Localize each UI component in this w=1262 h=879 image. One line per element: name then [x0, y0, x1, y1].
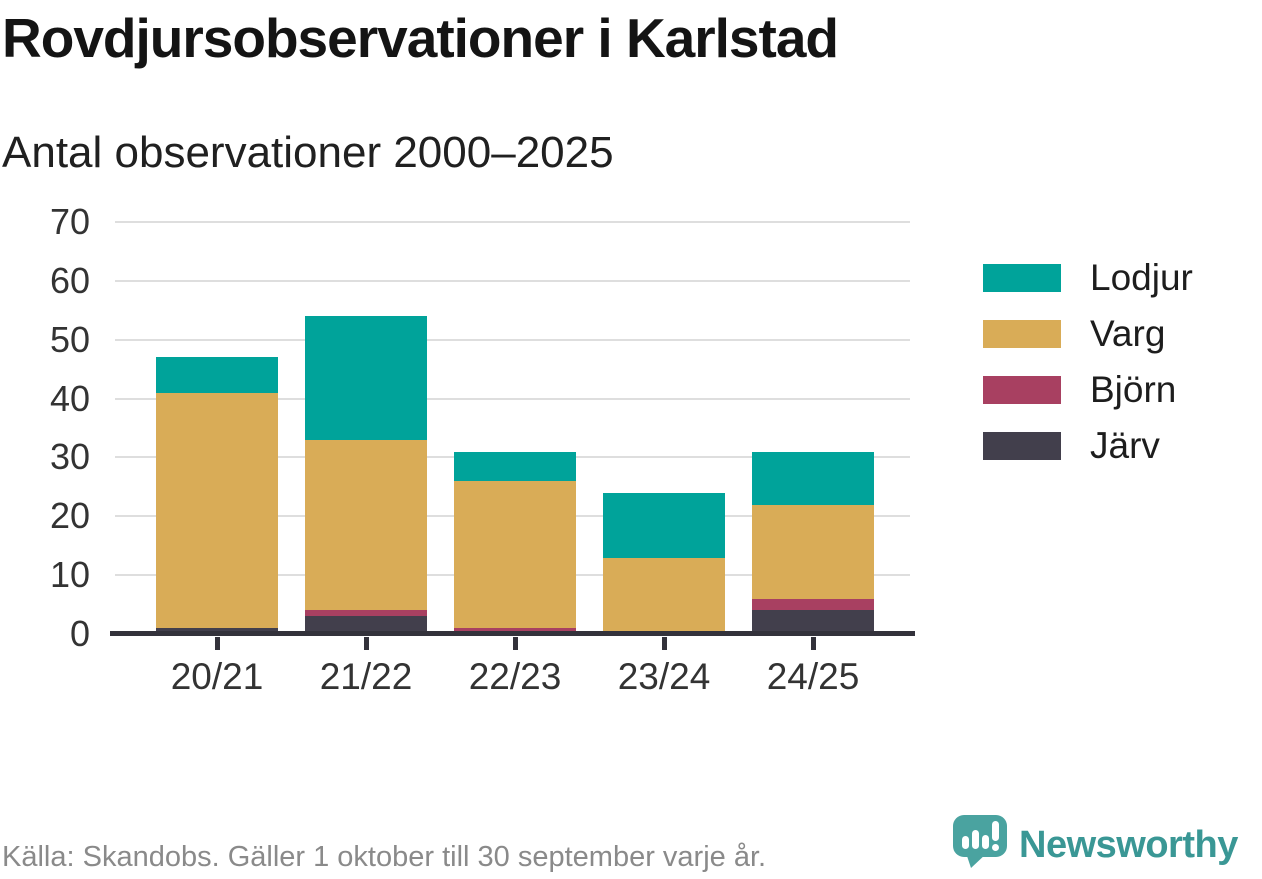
y-axis-label: 30: [49, 436, 90, 478]
brand-name: Newsworthy: [1019, 824, 1238, 866]
bar-segment-lodjur-23-24: [603, 492, 725, 558]
gridline-y50: [115, 338, 910, 341]
chart-legend: Lodjur Varg Björn Järv: [983, 250, 1193, 474]
bar-segment-lodjur-24-25: [752, 451, 874, 505]
bar-segment-varg-22-23: [454, 480, 576, 629]
bar-segment-järv-24-25: [752, 610, 874, 634]
y-axis-label: 70: [49, 201, 90, 242]
y-axis-label: 10: [49, 554, 90, 596]
source-note: Källa: Skandobs. Gäller 1 oktober till 3…: [2, 841, 767, 873]
gridline-y40: [115, 397, 910, 400]
x-axis-label: 21/22: [319, 656, 413, 697]
x-axis-label: 24/25: [766, 656, 860, 697]
x-tick-21-22: [363, 637, 369, 650]
x-tick-24-25: [810, 637, 816, 650]
bar-segment-varg-21-22: [305, 439, 427, 611]
bar-segment-björn-24-25: [752, 598, 874, 611]
y-axis-label: 0: [69, 613, 90, 654]
bar-segment-lodjur-21-22: [305, 316, 427, 440]
y-axis-label: 20: [49, 495, 90, 537]
brand-lockup: Newsworthy: [953, 815, 1238, 869]
bar-segment-björn-21-22: [305, 610, 427, 617]
x-axis-label: 22/23: [468, 656, 562, 697]
legend-item-järv: Järv: [983, 418, 1193, 474]
legend-item-björn: Björn: [983, 362, 1193, 418]
x-tick-20-21: [214, 637, 220, 650]
x-axis-label: 23/24: [617, 656, 711, 697]
chart-subtitle: Antal observationer 2000–2025: [2, 128, 614, 177]
legend-swatch-varg: [983, 320, 1061, 348]
legend-label: Järv: [1090, 425, 1160, 466]
legend-label: Varg: [1090, 313, 1166, 354]
legend-swatch-lodjur: [983, 264, 1061, 292]
y-axis-label: 60: [49, 259, 90, 301]
legend-swatch-järv: [983, 432, 1061, 460]
plot-area: 0 10 20 30 40 50 60 70 20/21 21/22 22/23 23/24 24/25: [50, 201, 915, 697]
bar-segment-lodjur-20-21: [156, 357, 278, 393]
x-tick-22-23: [512, 637, 518, 650]
newsworthy-logo-icon: [953, 815, 1007, 868]
gridline-y60: [115, 279, 910, 282]
bar-segment-varg-23-24: [603, 557, 725, 634]
x-axis-line: [110, 631, 915, 636]
y-axis-label: 50: [49, 318, 90, 360]
bar-segment-varg-24-25: [752, 504, 874, 599]
bar-segment-varg-20-21: [156, 392, 278, 629]
legend-swatch-björn: [983, 376, 1061, 404]
legend-label: Björn: [1090, 369, 1177, 410]
legend-label: Lodjur: [1090, 257, 1193, 298]
chart-title: Rovdjursobservationer i Karlstad: [2, 7, 839, 69]
y-axis-label: 40: [49, 377, 90, 419]
x-axis-label: 20/21: [170, 656, 264, 697]
bar-segment-lodjur-22-23: [454, 451, 576, 481]
legend-item-lodjur: Lodjur: [983, 250, 1193, 306]
bar-segment-järv-21-22: [305, 616, 427, 634]
gridline-y70: [115, 221, 910, 223]
x-tick-23-24: [661, 637, 667, 650]
legend-item-varg: Varg: [983, 306, 1193, 362]
